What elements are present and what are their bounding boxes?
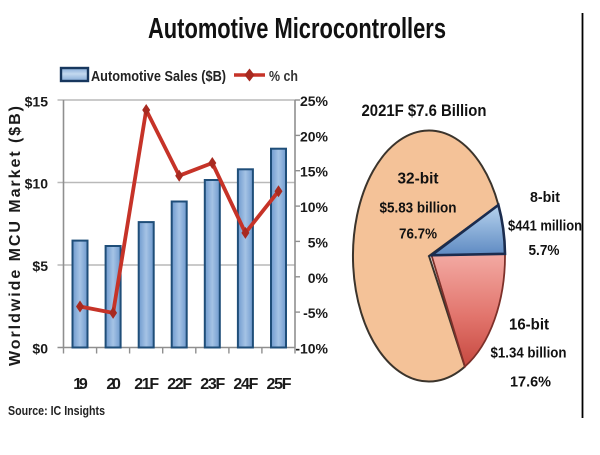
svg-text:25%: 25% <box>300 93 329 109</box>
svg-text:5.7%: 5.7% <box>529 243 560 259</box>
svg-text:Automotive Sales ($B): Automotive Sales ($B) <box>91 68 226 85</box>
svg-text:20: 20 <box>106 376 121 393</box>
svg-text:23F: 23F <box>200 376 225 393</box>
svg-text:$441 million: $441 million <box>508 219 582 235</box>
svg-text:$0: $0 <box>32 341 48 357</box>
svg-text:$15: $15 <box>25 94 49 110</box>
svg-text:15%: 15% <box>300 164 329 180</box>
svg-text:17.6%: 17.6% <box>510 374 551 391</box>
svg-text:10%: 10% <box>300 199 329 215</box>
svg-text:8-bit: 8-bit <box>530 189 560 206</box>
svg-text:25F: 25F <box>267 376 292 393</box>
svg-text:$10: $10 <box>25 176 49 192</box>
svg-text:$1.34 billion: $1.34 billion <box>491 345 567 362</box>
svg-text:21F: 21F <box>134 376 159 393</box>
svg-text:Worldwide MCU Market ($B): Worldwide MCU Market ($B) <box>7 106 24 366</box>
svg-text:$5: $5 <box>32 258 48 274</box>
svg-text:% ch: % ch <box>269 68 298 85</box>
svg-text:19: 19 <box>73 376 88 393</box>
svg-text:76.7%: 76.7% <box>399 226 437 243</box>
svg-text:24F: 24F <box>233 376 258 393</box>
svg-text:0%: 0% <box>308 270 329 286</box>
svg-text:32-bit: 32-bit <box>398 171 440 188</box>
svg-text:5%: 5% <box>308 234 329 250</box>
svg-text:-5%: -5% <box>303 305 328 321</box>
svg-text:$5.83 billion: $5.83 billion <box>380 200 457 217</box>
svg-text:20%: 20% <box>300 128 329 144</box>
svg-text:Automotive Microcontrollers: Automotive Microcontrollers <box>148 13 446 45</box>
svg-text:-10%: -10% <box>295 341 328 357</box>
svg-text:Source: IC Insights: Source: IC Insights <box>8 403 105 418</box>
svg-text:2021F $7.6 Billion: 2021F $7.6 Billion <box>362 101 487 120</box>
svg-text:16-bit: 16-bit <box>509 317 550 334</box>
svg-text:22F: 22F <box>167 376 192 393</box>
